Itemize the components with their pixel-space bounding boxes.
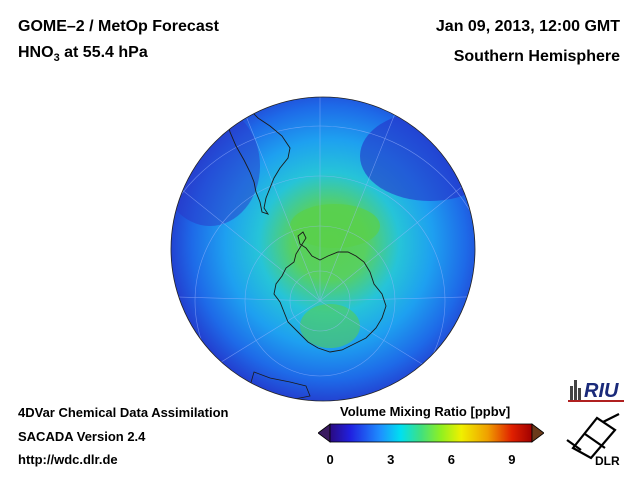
footer-version: SACADA Version 2.4 <box>18 429 146 444</box>
dlr-logo: DLR <box>566 413 620 468</box>
colorbar-right-arrow <box>531 423 544 443</box>
africa-coastline <box>445 114 475 172</box>
footer-method: 4DVar Chemical Data Assimilation <box>18 405 229 420</box>
colorbar-tick-9: 9 <box>508 452 516 467</box>
pressure-level: at 55.4 hPa <box>59 44 148 61</box>
polar-map <box>170 96 476 402</box>
colorbar-tick-6: 6 <box>447 452 455 467</box>
high-region-north <box>290 204 380 248</box>
footer-url: http://wdc.dlr.de <box>18 452 118 467</box>
antarctica-coastline <box>273 231 387 353</box>
colorbar <box>318 423 544 443</box>
species-subscript: 3 <box>53 52 60 65</box>
dlr-logo-text: DLR <box>595 454 620 468</box>
forecast-date: Jan 09, 2013, 12:00 GMT <box>435 18 620 35</box>
map-title: GOME–2 / MetOp Forecast <box>18 18 219 35</box>
colorbar-tick-3: 3 <box>387 452 395 467</box>
colorbar-left-arrow <box>318 423 331 443</box>
riu-logo-text: RIU <box>584 380 619 402</box>
species-level-title: HNO3 at 55.4 hPa <box>18 44 148 64</box>
riu-logo: RIU <box>568 380 624 402</box>
species-name: HNO <box>18 44 54 61</box>
high-region-south <box>300 304 360 348</box>
colorbar-gradient <box>329 423 533 443</box>
colorbar-title: Volume Mixing Ratio [ppbv] <box>340 404 511 419</box>
south-america-coastline <box>225 97 291 215</box>
hemisphere-label: Southern Hemisphere <box>453 48 620 65</box>
colorbar-tick-0: 0 <box>326 452 334 467</box>
